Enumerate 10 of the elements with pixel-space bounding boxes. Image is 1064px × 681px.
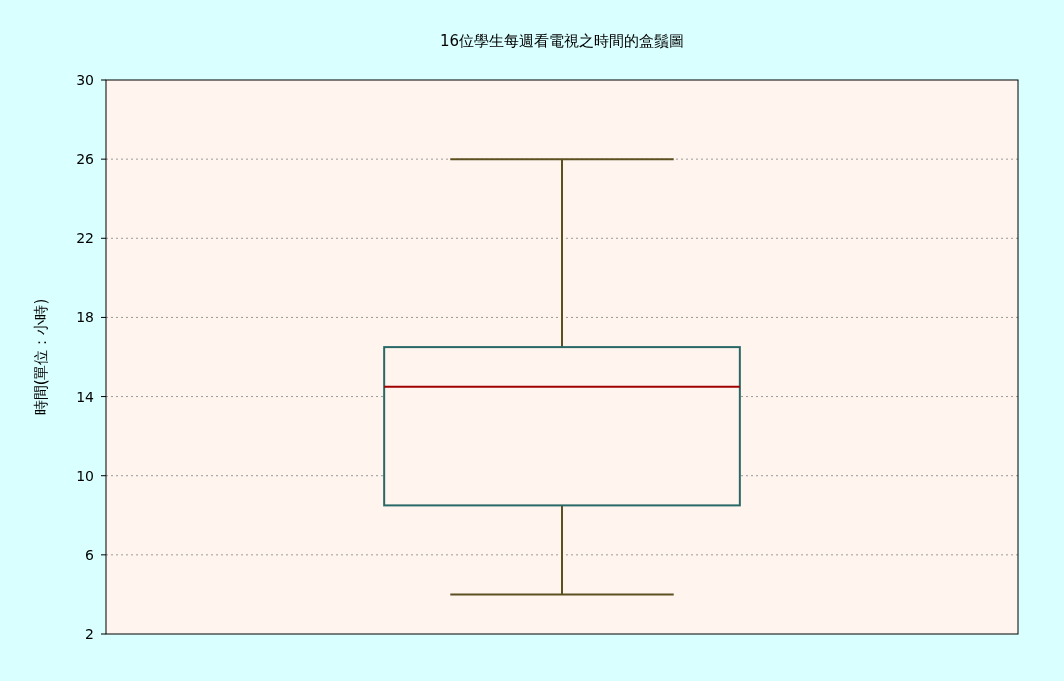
y-tick-label: 22: [76, 230, 94, 247]
y-tick-label: 2: [85, 626, 94, 642]
y-tick-label: 14: [76, 388, 95, 405]
y-axis-title: 時間(單位：小時): [32, 298, 50, 416]
y-tick-label: 30: [76, 72, 94, 88]
y-tick-label: 18: [76, 309, 94, 326]
chart-title: 16位學生每週看電視之時間的盒鬚圖: [439, 32, 685, 50]
y-tick-label: 6: [85, 546, 95, 563]
y-tick-label: 26: [76, 151, 95, 168]
y-tick-label: 10: [76, 467, 94, 484]
